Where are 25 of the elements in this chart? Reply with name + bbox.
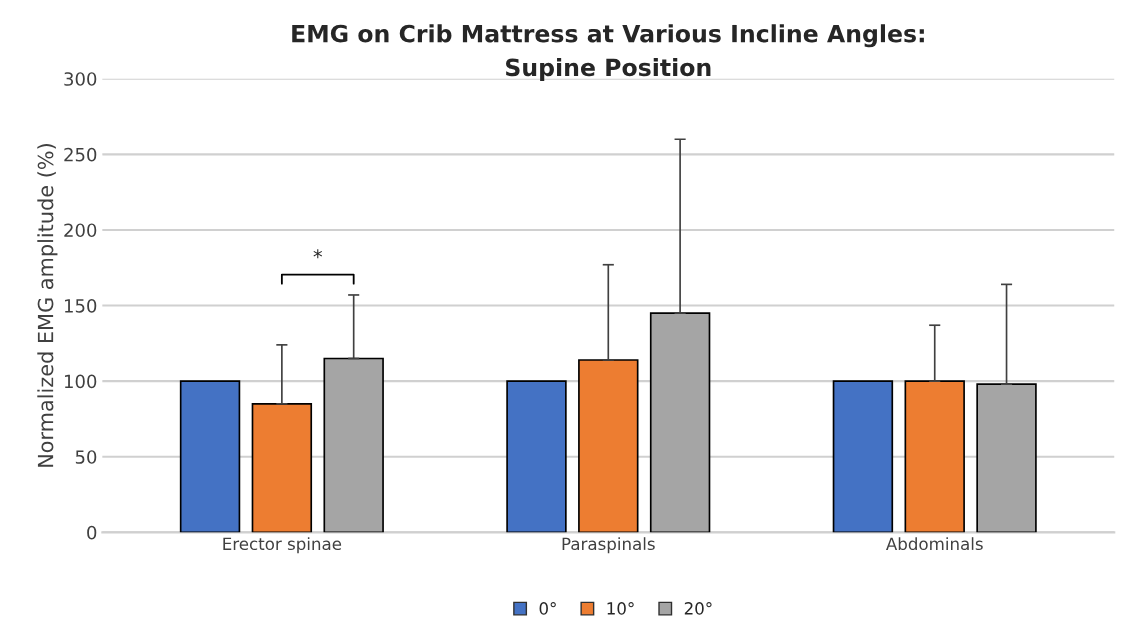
y-tick-label: 150: [64, 299, 97, 313]
bar: [179, 380, 241, 533]
chart-title: EMG on Crib Mattress at Various Incline Angles: Supine Position: [292, 24, 924, 81]
bar: [506, 380, 567, 533]
y-tick-label: 0: [87, 525, 97, 540]
y-tick-label: 200: [64, 223, 97, 238]
legend-label: 20°: [684, 602, 712, 615]
bar: [251, 402, 313, 533]
bar: [904, 380, 965, 533]
bar: [578, 359, 639, 533]
x-tick-label: Abdominals: [886, 537, 983, 551]
y-tick-label: 300: [64, 72, 97, 86]
x-tick-label: Erector spinae: [223, 537, 342, 554]
legend-label: 0°: [539, 602, 556, 615]
bar: [323, 357, 384, 533]
bar: [832, 380, 894, 533]
annotation: *: [313, 249, 323, 259]
bar: [976, 383, 1037, 533]
x-tick-label: Paraspinals: [562, 537, 655, 554]
y-tick-label: 250: [64, 147, 97, 162]
y-tick-label: 50: [75, 450, 97, 464]
y-tick-label: 100: [64, 374, 97, 389]
legend-label: 10°: [607, 602, 634, 615]
y-axis-title: Normalized EMG amplitude (%): [37, 144, 58, 467]
bar: [649, 312, 711, 533]
